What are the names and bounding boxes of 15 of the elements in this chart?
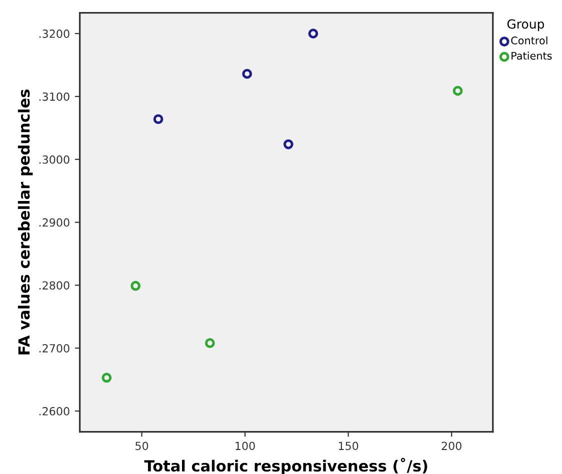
- y-tick-label: .3100: [39, 92, 70, 101]
- y-tick-label: .3200: [39, 30, 70, 38]
- x-tick-label: 150: [338, 442, 358, 450]
- x-tick-label: 50: [136, 442, 148, 450]
- y-tick-label: .2800: [39, 281, 70, 290]
- x-tick-label: 200: [442, 442, 462, 450]
- legend-title: Group: [507, 19, 544, 32]
- y-axis-title: FA values cerebellar peduncles: [18, 90, 33, 354]
- y-tick-label: .3000: [39, 155, 70, 164]
- x-tick-label: 100: [236, 442, 255, 450]
- legend-label: Patients: [512, 52, 552, 60]
- y-tick-label: .2900: [39, 218, 70, 227]
- y-tick-label: .2700: [39, 344, 70, 353]
- y-tick-label: .2600: [39, 407, 70, 416]
- legend-label: Control: [511, 36, 548, 44]
